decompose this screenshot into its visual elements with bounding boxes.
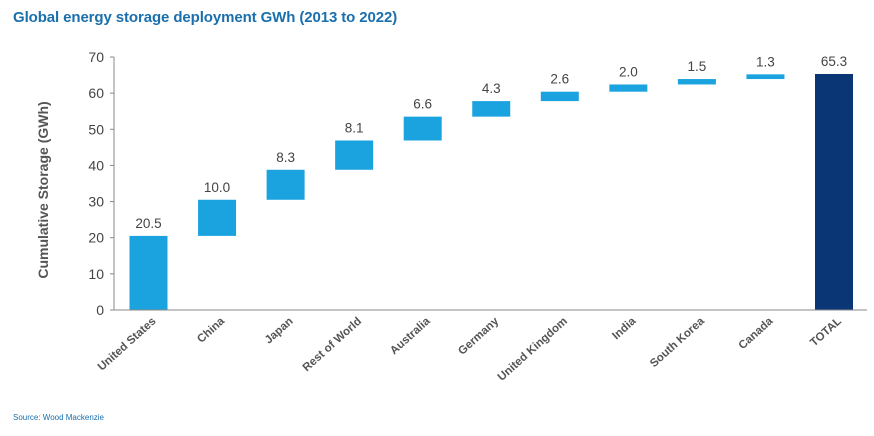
bar-total [815,73,853,310]
bar [746,74,785,80]
y-tick-label: 40 [88,157,104,173]
x-axis: United States China Japan Rest of World Aust… [96,309,867,384]
bars [129,73,853,310]
x-tick-label: United Kingdom [496,315,570,383]
y-tick-label: 30 [88,194,104,210]
bar [609,84,648,92]
x-tick-label: Rest of World [301,315,364,374]
y-axis: 0 10 20 30 40 50 60 70 [88,49,115,318]
y-tick-label: 20 [88,230,104,246]
data-label: 65.3 [821,54,847,69]
bar [472,101,511,117]
data-label: 2.6 [550,72,569,87]
bar [403,116,442,141]
chart-title: Global energy storage deployment GWh (20… [13,9,398,26]
data-label: 1.3 [756,54,775,69]
bar [540,91,579,102]
x-tick-label: Germany [456,315,502,358]
bar [266,169,305,200]
x-tick-label: United States [96,315,159,373]
x-tick-label: India [610,315,638,342]
source-note: Source: Wood Mackenzie [13,413,105,422]
y-tick-label: 0 [96,302,104,318]
y-axis-title: Cumulative Storage (GWh) [35,101,51,278]
x-tick-label: Japan [263,315,296,346]
y-tick-label: 70 [88,49,104,65]
y-tick-label: 50 [88,121,104,137]
x-tick-label: Australia [388,315,433,357]
x-tick-label: Canada [737,315,776,352]
bar [198,199,237,236]
x-tick-label: TOTAL [808,315,844,349]
x-tick-label: China [195,315,227,346]
data-labels: 20.5 10.0 8.3 8.1 6.6 4.3 2.6 2.0 1.5 1.3 65.3 [135,54,847,231]
data-label: 8.1 [345,120,364,135]
data-label: 8.3 [276,150,295,165]
bar [335,140,374,170]
bar [677,79,716,85]
data-label: 4.3 [482,81,501,96]
y-tick-label: 60 [88,85,104,101]
data-label: 1.5 [688,59,707,74]
data-label: 10.0 [204,180,230,195]
data-label: 6.6 [413,97,432,112]
x-tick-label: South Korea [648,315,707,370]
data-label: 2.0 [619,64,638,79]
bar [129,235,168,310]
data-label: 20.5 [135,216,161,231]
y-tick-label: 10 [88,266,104,282]
